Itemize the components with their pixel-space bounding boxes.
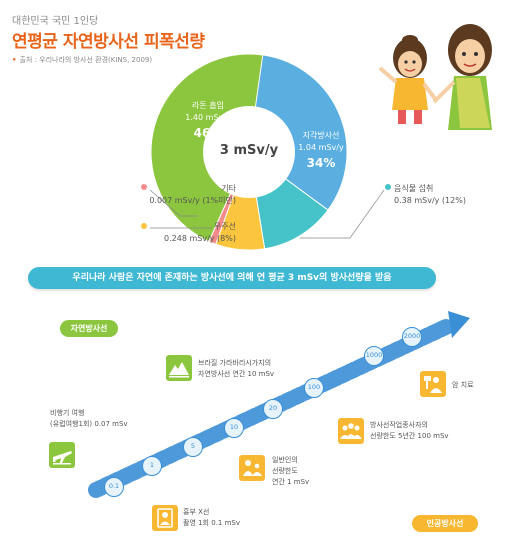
source-text: 출처 : 우리나라의 방사선 환경(KINS, 2009) (19, 56, 153, 64)
scale-tick: 2000 (402, 327, 422, 347)
arrow-head-icon (448, 311, 470, 338)
marker-dot-other (141, 184, 147, 190)
artificial-radiation-tag: 인공방사선 (412, 515, 478, 532)
slice-crust (248, 53, 348, 211)
event-xray-line2: 촬영 1회 0.1 mSv (183, 519, 240, 527)
slice-value-other: 0.007 mSv/y (1%미만) (149, 196, 236, 205)
slice-label-other: 기타 0.007 mSv/y (1%미만) (96, 183, 236, 207)
chart-title: 연평균 자연방사선 피폭선량 (12, 32, 205, 52)
family-icon (239, 455, 265, 481)
event-brazil: 브라질 가라바리시가지의 자연방사선 연간 10 mSv (198, 358, 274, 380)
slice-value-radon: 1.40 mSv/y (185, 113, 231, 122)
event-brazil-line2: 자연방사선 연간 10 mSv (198, 370, 275, 378)
pie-chart (141, 53, 391, 251)
natural-radiation-tag: 자연방사선 (60, 320, 118, 337)
workers-icon (338, 418, 364, 444)
source-note: • 출처 : 우리나라의 방사선 환경(KINS, 2009) (12, 55, 152, 65)
slice-name-cosmic: 우주선 (213, 222, 236, 231)
slice-percent-crust: 34% (306, 156, 336, 170)
event-xray-line1: 흉부 X선 (183, 508, 210, 516)
scale-tick: 100 (304, 378, 324, 398)
slice-name-crust: 지각방사선 (302, 131, 340, 140)
pie-center-hole (203, 106, 295, 198)
summary-banner: 우리나라 사람은 자연에 존재하는 방사선에 의해 연 평균 3 mSv의 방사… (28, 267, 436, 289)
chart-subtitle: 대한민국 국민 1인당 (12, 16, 99, 27)
event-public-line1: 일반인의 (272, 456, 298, 464)
event-cancer: 암 치료 (452, 380, 474, 391)
slice-value-crust: 1.04 mSv/y (298, 143, 344, 152)
scale-tick: 10 (224, 418, 244, 438)
scale-tick: 0.1 (104, 477, 124, 497)
marker-dot-food (385, 184, 391, 190)
event-public-line2: 선량한도 (272, 467, 298, 475)
slice-label-food: 음식물 섭취 0.38 mSv/y (12%) (394, 183, 504, 207)
marker-dot-cosmic (141, 223, 147, 229)
slice-name-other: 기타 (221, 184, 236, 193)
leader-lines (141, 184, 391, 239)
event-public: 일반인의 선량한도 연간 1 mSv (272, 455, 309, 488)
slice-value-food: 0.38 mSv/y (12%) (394, 196, 466, 205)
event-worker: 방사선작업종사자의 선량한도 5년간 100 mSv (370, 420, 449, 442)
mountain-icon (166, 355, 192, 381)
treatment-icon (420, 371, 446, 397)
leader-line-other (149, 189, 198, 217)
scale-tick: 20 (263, 399, 283, 419)
event-worker-line2: 선량한도 5년간 100 mSv (370, 432, 449, 440)
xray-icon (152, 505, 178, 531)
family-illustration (378, 24, 492, 130)
pie-center-total: 3 mSv/y (219, 143, 279, 158)
leader-line-food (300, 189, 385, 239)
event-worker-line1: 방사선작업종사자의 (370, 421, 428, 429)
slice-label-cosmic: 우주선 0.248 mSv/y (8%) (96, 221, 236, 245)
airplane-icon (49, 442, 75, 468)
slice-label-crust: 지각방사선 1.04 mSv/y 34% (288, 130, 354, 172)
event-public-line3: 연간 1 mSv (272, 478, 310, 486)
slice-name-food: 음식물 섭취 (394, 184, 434, 193)
event-cancer-line1: 암 치료 (452, 381, 474, 389)
event-brazil-line1: 브라질 가라바리시가지의 (198, 359, 272, 367)
scale-tick: 1 (142, 456, 162, 476)
event-xray: 흉부 X선 촬영 1회 0.1 mSv (183, 507, 240, 529)
slice-percent-radon: 46% (193, 126, 223, 140)
scale-tick: 5 (183, 437, 203, 457)
event-flight-line2: (유럽여행1회) 0.07 mSv (50, 420, 128, 428)
bullet-icon: • (12, 56, 17, 64)
event-flight: 비행기 여행 (유럽여행1회) 0.07 mSv (50, 408, 128, 430)
event-flight-line1: 비행기 여행 (50, 409, 85, 417)
slice-value-cosmic: 0.248 mSv/y (8%) (164, 234, 236, 243)
scale-tick: 1000 (364, 346, 384, 366)
slice-label-radon: 라돈 흡입 1.40 mSv/y 46% (176, 100, 240, 142)
slice-name-radon: 라돈 흡입 (192, 101, 224, 110)
